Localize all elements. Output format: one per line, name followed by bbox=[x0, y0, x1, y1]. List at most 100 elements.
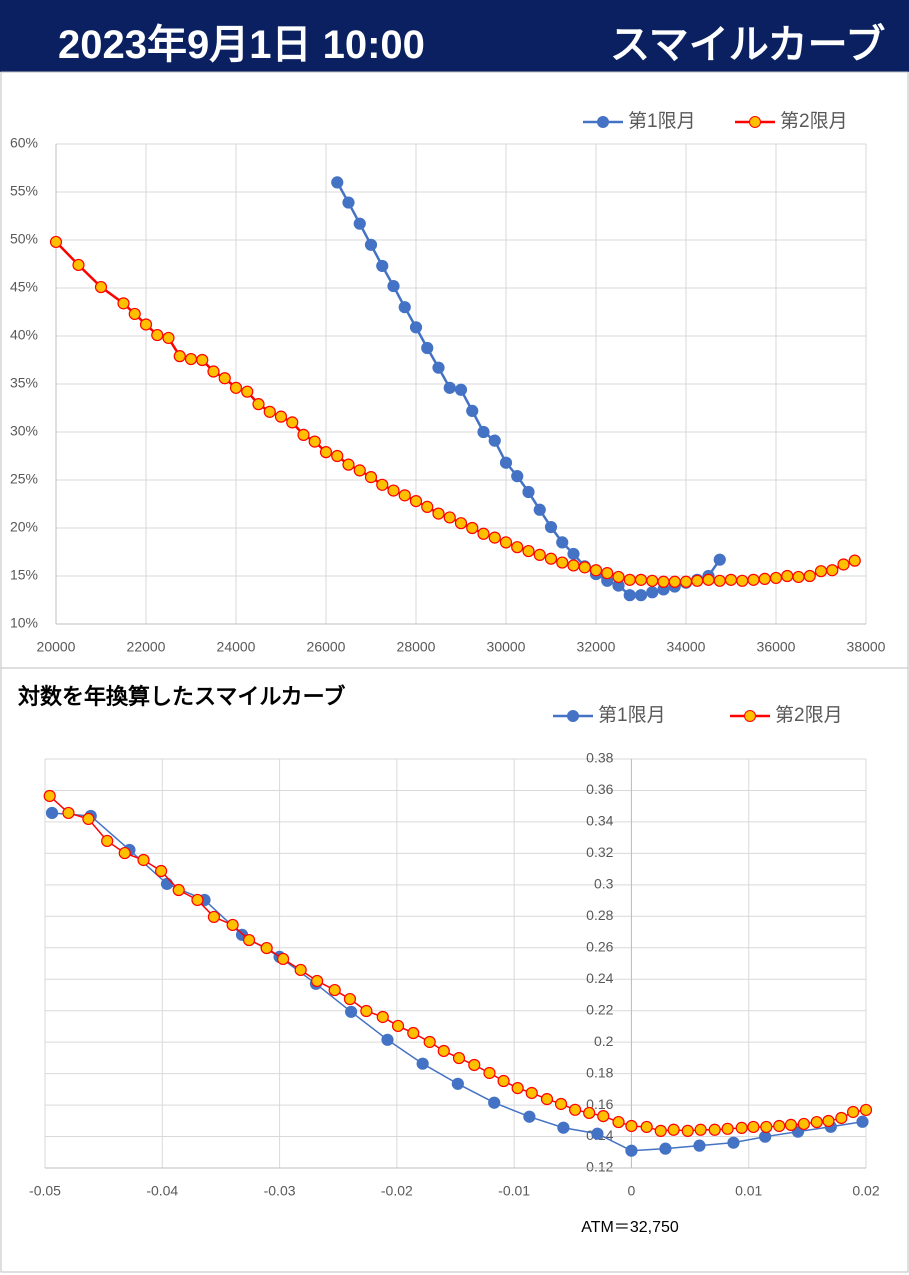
series-line bbox=[51, 812, 863, 1152]
legend-marker bbox=[744, 710, 756, 722]
marker bbox=[511, 1081, 524, 1095]
x-tick-label: -0.03 bbox=[264, 1183, 296, 1199]
marker bbox=[242, 933, 256, 947]
marker bbox=[342, 458, 355, 471]
marker bbox=[196, 353, 209, 367]
marker bbox=[276, 952, 290, 966]
x-tick-label: 24000 bbox=[217, 639, 256, 655]
y-tick-label: 10% bbox=[10, 615, 38, 631]
legend-marker bbox=[567, 710, 579, 722]
x-tick-label: 36000 bbox=[757, 639, 796, 655]
y-tick-label: 0.22 bbox=[586, 1001, 613, 1017]
x-tick-label: 0.02 bbox=[852, 1183, 879, 1199]
marker bbox=[814, 565, 828, 578]
marker bbox=[286, 416, 299, 429]
legend-label: 第1限月 bbox=[598, 704, 666, 726]
marker bbox=[758, 572, 771, 585]
marker bbox=[82, 812, 95, 826]
marker bbox=[319, 446, 333, 459]
y-tick-label: 0.16 bbox=[586, 1096, 613, 1112]
legend-marker bbox=[749, 116, 761, 128]
marker bbox=[497, 1074, 510, 1088]
marker bbox=[567, 547, 580, 561]
marker bbox=[691, 574, 704, 587]
marker bbox=[681, 1124, 694, 1137]
marker bbox=[522, 544, 535, 558]
marker bbox=[569, 1103, 582, 1116]
marker bbox=[311, 974, 324, 988]
x-tick-label: 20000 bbox=[37, 639, 76, 655]
marker bbox=[345, 1005, 358, 1018]
marker bbox=[49, 235, 63, 249]
marker bbox=[837, 558, 850, 571]
marker bbox=[184, 352, 198, 366]
legend-marker bbox=[597, 116, 609, 128]
marker bbox=[72, 258, 85, 272]
marker bbox=[454, 383, 468, 396]
marker bbox=[229, 381, 243, 394]
marker bbox=[657, 575, 670, 588]
marker bbox=[173, 350, 186, 363]
marker bbox=[398, 301, 411, 314]
marker bbox=[583, 1106, 596, 1120]
marker bbox=[567, 559, 580, 572]
frame bbox=[0, 71, 909, 1273]
marker bbox=[533, 548, 546, 561]
legend-label: 第1限月 bbox=[628, 110, 696, 132]
y-tick-label: 0.12 bbox=[586, 1159, 613, 1175]
marker bbox=[416, 1057, 429, 1070]
header-datetime: 2023年9月1日 10:00 bbox=[58, 23, 425, 67]
marker bbox=[328, 983, 341, 997]
y-tick-label: 0.2 bbox=[594, 1033, 614, 1049]
marker bbox=[101, 834, 114, 848]
x-tick-label: -0.01 bbox=[498, 1183, 530, 1199]
marker bbox=[353, 217, 366, 230]
marker bbox=[128, 307, 141, 321]
header: 2023年9月1日 10:00 スマイルカーブ bbox=[0, 0, 909, 72]
marker bbox=[556, 536, 569, 549]
y-tick-label: 0.38 bbox=[586, 750, 613, 766]
marker bbox=[760, 1120, 773, 1134]
marker bbox=[625, 1119, 638, 1133]
marker bbox=[488, 531, 501, 544]
marker bbox=[522, 485, 535, 499]
marker bbox=[263, 405, 276, 418]
marker bbox=[591, 1127, 604, 1140]
marker bbox=[721, 1122, 734, 1135]
marker bbox=[94, 280, 108, 294]
marker bbox=[381, 1033, 394, 1046]
marker bbox=[432, 361, 445, 374]
marker bbox=[702, 573, 715, 586]
x-tick-label: 0 bbox=[628, 1183, 636, 1199]
marker bbox=[151, 328, 164, 342]
marker bbox=[523, 1110, 536, 1123]
marker bbox=[364, 238, 378, 251]
x-tick-label: 28000 bbox=[397, 639, 436, 655]
marker bbox=[477, 527, 490, 540]
marker bbox=[45, 806, 59, 820]
chart-title: 対数を年換算したスマイルカーブ bbox=[18, 684, 345, 709]
y-tick-label: 50% bbox=[10, 231, 38, 247]
y-tick-label: 0.3 bbox=[594, 876, 614, 892]
marker bbox=[342, 196, 355, 209]
y-tick-label: 15% bbox=[10, 567, 38, 583]
series-line bbox=[336, 181, 721, 597]
marker bbox=[693, 1139, 706, 1152]
marker bbox=[364, 471, 378, 484]
marker bbox=[848, 554, 861, 567]
y-tick-label: 55% bbox=[10, 183, 38, 199]
marker bbox=[360, 1004, 373, 1018]
marker bbox=[667, 1123, 680, 1136]
marker bbox=[578, 561, 591, 574]
marker bbox=[499, 456, 513, 469]
marker bbox=[601, 567, 614, 580]
y-tick-label: 0.32 bbox=[586, 844, 613, 860]
marker bbox=[835, 1111, 848, 1125]
x-tick-label: 30000 bbox=[487, 639, 526, 655]
y-tick-label: 0.26 bbox=[586, 938, 613, 954]
y-tick-label: 35% bbox=[10, 375, 38, 391]
marker bbox=[792, 570, 805, 584]
marker bbox=[679, 575, 693, 588]
marker bbox=[207, 365, 220, 378]
